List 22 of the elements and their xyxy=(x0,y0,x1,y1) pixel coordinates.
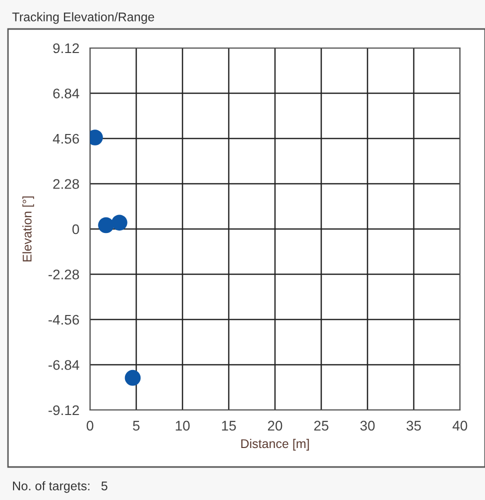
y-tick-label: -2.28 xyxy=(48,270,79,280)
y-tick-label: 6.84 xyxy=(53,88,80,98)
x-tick-label: 20 xyxy=(268,420,282,431)
x-axis-title: Distance [m] xyxy=(241,438,309,451)
x-tick-label: 25 xyxy=(314,420,328,431)
y-tick-label: 9.12 xyxy=(53,43,79,54)
y-tick-label: -4.56 xyxy=(48,314,79,325)
x-tick-label: 30 xyxy=(360,420,375,431)
x-tick-label: 40 xyxy=(452,420,468,431)
y-tick-label: 2.28 xyxy=(53,179,79,189)
y-tick-label: -9.12 xyxy=(48,405,79,416)
x-tick-label: 5 xyxy=(132,420,140,431)
y-tick-label: -6.84 xyxy=(48,360,80,370)
y-tick-label: 0 xyxy=(72,224,80,234)
y-tick-label: 4.56 xyxy=(52,134,79,144)
text: No. of targets: 5 xyxy=(13,481,108,493)
x-tick-label: 35 xyxy=(406,420,421,431)
x-tick-label: 15 xyxy=(222,420,236,431)
x-tick-label: 0 xyxy=(86,420,94,431)
x-tick-label: 10 xyxy=(176,420,190,431)
y-axis-title: Elevation [°] xyxy=(22,196,34,262)
chart-title: Tracking Elevation/Range xyxy=(12,12,154,24)
